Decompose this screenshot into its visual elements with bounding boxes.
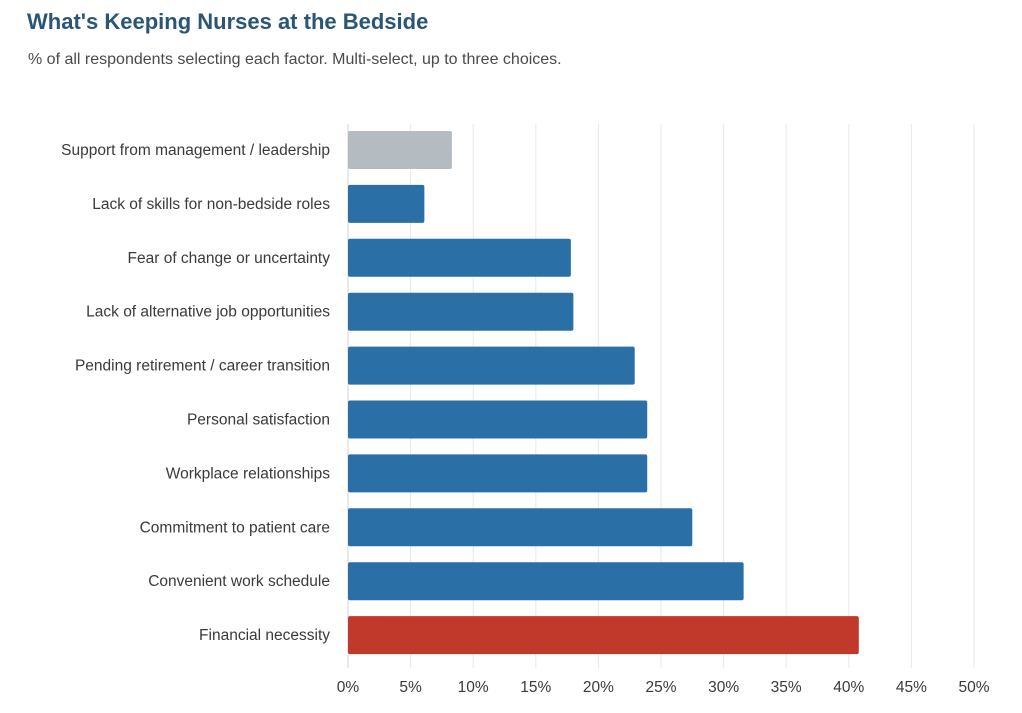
x-tick-label: 5%	[399, 679, 422, 696]
x-tick-label: 50%	[958, 679, 989, 696]
bar-4	[348, 292, 574, 331]
chart-title: What's Keeping Nurses at the Bedside	[27, 9, 429, 34]
bar-5	[348, 346, 635, 385]
bar-2	[348, 184, 425, 223]
bar-9	[348, 562, 744, 601]
category-label: Financial necessity	[199, 627, 330, 644]
x-tick-label: 15%	[520, 679, 551, 696]
bar-10	[348, 616, 859, 655]
x-tick-label: 10%	[458, 679, 489, 696]
x-tick-label: 40%	[833, 679, 864, 696]
x-axis-tick-labels: 0% 5% 10% 15% 20% 25% 30% 35% 40% 45% 50%	[337, 679, 990, 696]
x-tick-label: 35%	[771, 679, 802, 696]
x-tick-label: 0%	[337, 679, 360, 696]
category-label: Workplace relationships	[166, 465, 331, 482]
category-label: Convenient work schedule	[148, 573, 330, 590]
x-tick-label: 45%	[896, 679, 927, 696]
category-label: Lack of alternative job opportunities	[86, 304, 330, 321]
x-tick-label: 30%	[708, 679, 739, 696]
category-labels: Support from management / leadership Lack…	[61, 142, 330, 644]
x-tick-label: 20%	[583, 679, 614, 696]
bar-1	[348, 131, 452, 169]
bar-3	[348, 238, 571, 277]
bar-7	[348, 454, 648, 493]
x-tick-label: 25%	[645, 679, 676, 696]
category-label: Commitment to patient care	[140, 519, 330, 536]
bar-8	[348, 508, 693, 547]
bar-6	[348, 400, 648, 439]
category-label: Pending retirement / career transition	[75, 358, 330, 375]
category-label: Lack of skills for non-bedside roles	[92, 196, 330, 213]
chart-subtitle: % of all respondents selecting each fact…	[28, 51, 562, 68]
bars	[348, 131, 859, 655]
category-label: Support from management / leadership	[61, 142, 330, 159]
category-label: Fear of change or uncertainty	[128, 250, 331, 267]
category-label: Personal satisfaction	[187, 412, 330, 429]
